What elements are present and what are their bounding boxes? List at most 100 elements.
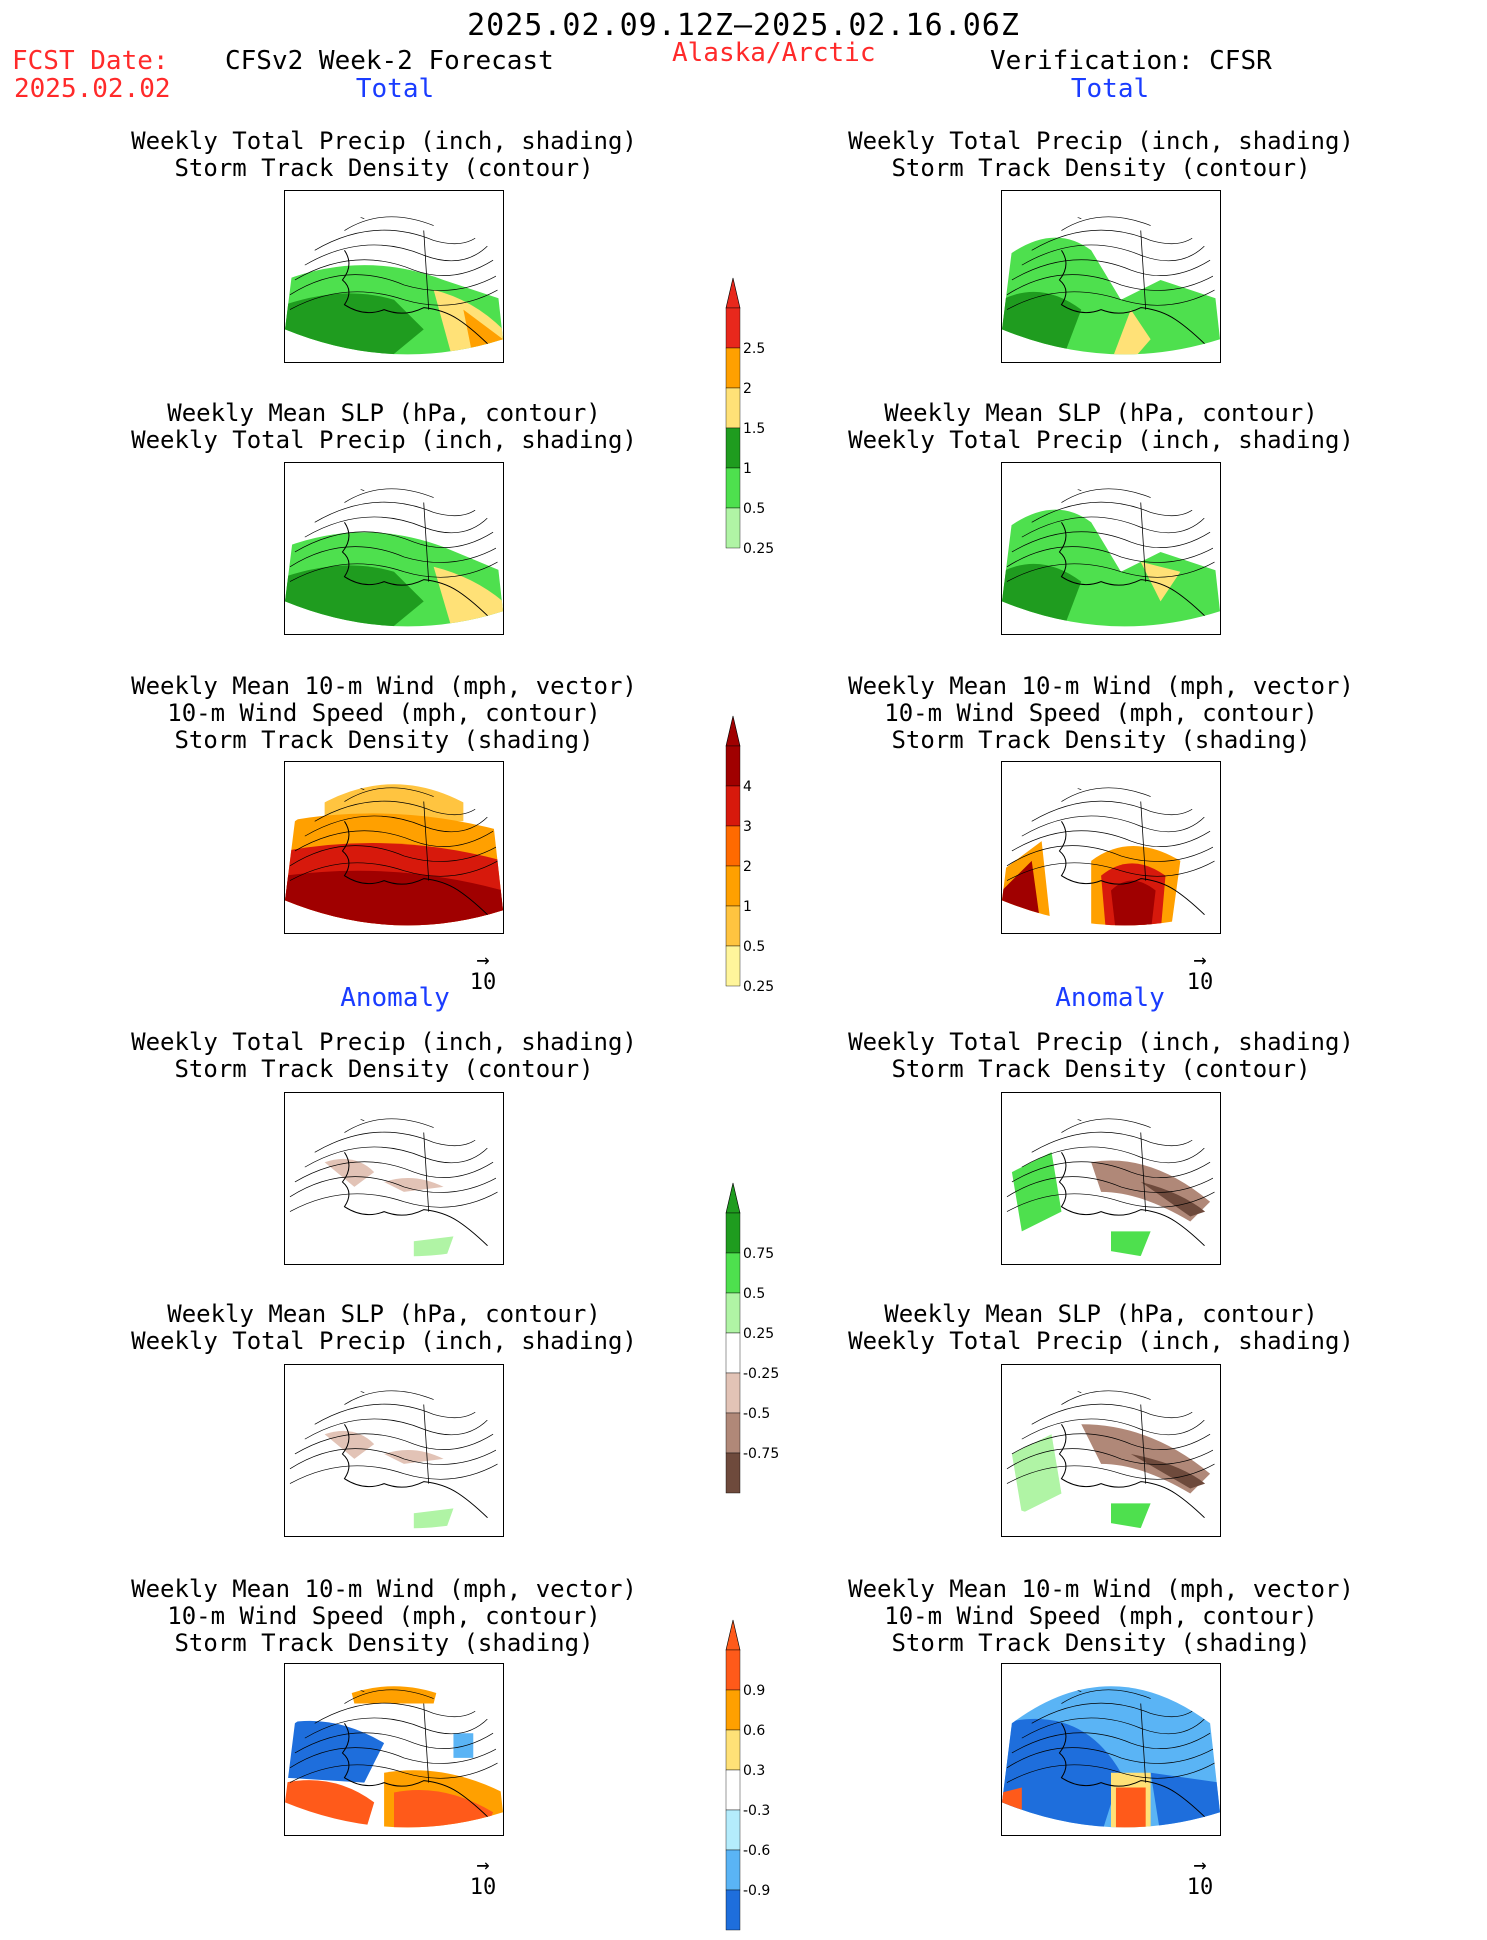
colorbar-tick-label: 0.75 [743,1246,774,1262]
map-total-wind-storm-verification [1001,761,1221,934]
colorbar-segment [725,785,741,827]
colorbar-segment [725,1889,741,1931]
colorbar-segment [725,1372,741,1414]
map-total-precip-storm-forecast [284,190,504,363]
colorbar-tick-label: 0.5 [743,1286,765,1302]
colorbar-tick-label: 0.25 [743,979,774,995]
date-range-title: 2025.02.09.12Z–2025.02.16.06Z [467,8,1020,43]
colorbar-segment [725,1649,741,1691]
map-anom-slp-precip-verification [1001,1364,1221,1537]
colorbar-segment [725,307,741,349]
panel-title-r1-right: Weekly Total Precip (inch, shading) Storm… [848,127,1354,182]
map-total-precip-storm-verification [1001,190,1221,363]
colorbar-storm-total: 4 3 2 1 0.5 0.25 [720,706,810,996]
colorbar-tick-label: 0.3 [743,1763,765,1779]
panel-title-r4-left: Weekly Total Precip (inch, shading) Storm… [131,1028,637,1083]
colorbar-segment [725,387,741,429]
colorbar-top-triangle [725,1619,741,1651]
colorbar-precip-anom: 0.75 0.5 0.25 -0.25 -0.5 -0.75 [720,1173,810,1503]
panel-title-r3-right: Weekly Mean 10-m Wind (mph, vector) 10-m … [848,672,1354,754]
colorbar-tick-label: 1.5 [743,421,765,437]
colorbar-tick-label: 0.25 [743,541,774,557]
panel-title-r6-right: Weekly Mean 10-m Wind (mph, vector) 10-m … [848,1575,1354,1657]
colorbar-segment [725,1769,741,1811]
map-anom-precip-storm-verification [1001,1092,1221,1265]
map-anom-precip-storm-forecast [284,1092,504,1265]
colorbar-svg: 0.9 0.6 0.3 -0.3 -0.6 -0.9 [725,1619,770,1931]
colorbar-segment [725,347,741,389]
verification-label: Verification: CFSR [990,46,1272,76]
section-total-left: Total [355,74,435,104]
vector-ref-r6-right: → 10 [1186,1853,1214,1901]
colorbar-segment [725,427,741,469]
map-total-slp-precip-forecast [284,462,504,635]
colorbar-tick-label: -0.9 [743,1883,770,1899]
map-total-wind-storm-forecast [284,761,504,934]
colorbar-segment [725,467,741,509]
section-anomaly-left: Anomaly [340,983,450,1013]
colorbar-segment [725,905,741,947]
colorbar-tick-label: -0.5 [743,1406,770,1422]
panel-title-r5-right: Weekly Mean SLP (hPa, contour) Weekly Tot… [848,1300,1354,1355]
colorbar-segment [725,1809,741,1851]
map-anom-wind-storm-verification [1001,1663,1221,1836]
colorbar-segment [725,1452,741,1494]
panel-title-r5-left: Weekly Mean SLP (hPa, contour) Weekly Tot… [131,1300,637,1355]
colorbar-tick-label: 2 [743,859,752,875]
fcst-date-value: 2025.02.02 [14,74,171,104]
colorbar-tick-label: 1 [743,899,752,915]
colorbar-segment [725,1689,741,1731]
colorbar-svg: 0.75 0.5 0.25 -0.25 -0.5 -0.75 [725,1182,779,1494]
fcst-date-label: FCST Date: [12,46,169,76]
colorbar-tick-label: 3 [743,819,752,835]
panel-title-r1-left: Weekly Total Precip (inch, shading) Storm… [131,127,637,182]
colorbar-tick-label: -0.25 [743,1366,779,1382]
colorbar-segment [725,507,741,549]
colorbar-segment [725,1849,741,1891]
model-label: CFSv2 Week-2 Forecast [225,46,554,76]
section-total-right: Total [1070,74,1150,104]
colorbar-top-triangle [725,1182,741,1214]
colorbar-segment [725,1332,741,1374]
vector-ref-r3-left: → 10 [469,948,497,996]
panel-title-r2-right: Weekly Mean SLP (hPa, contour) Weekly Tot… [848,399,1354,454]
colorbar-storm-anom: 0.9 0.6 0.3 -0.3 -0.6 -0.9 [720,1610,810,1940]
colorbar-precip-total: 2.5 2 1.5 1 0.5 0.25 [720,268,810,558]
colorbar-segment [725,1412,741,1454]
colorbar-tick-label: 0.5 [743,939,765,955]
colorbar-segment [725,825,741,867]
colorbar-tick-label: 2.5 [743,341,765,357]
vector-ref-r6-left: → 10 [469,1853,497,1901]
panel-title-r3-left: Weekly Mean 10-m Wind (mph, vector) 10-m … [131,672,637,754]
colorbar-segment [725,1729,741,1771]
map-anom-wind-storm-forecast [284,1663,504,1836]
map-total-slp-precip-verification [1001,462,1221,635]
colorbar-tick-label: 0.9 [743,1683,765,1699]
colorbar-tick-label: -0.75 [743,1446,779,1462]
vector-ref-r3-right: → 10 [1186,948,1214,996]
colorbar-tick-label: -0.3 [743,1803,770,1819]
colorbar-tick-label: -0.6 [743,1843,770,1859]
colorbar-tick-label: 0.6 [743,1723,765,1739]
panel-title-r2-left: Weekly Mean SLP (hPa, contour) Weekly Tot… [131,399,637,454]
colorbar-segment [725,745,741,787]
panel-title-r6-left: Weekly Mean 10-m Wind (mph, vector) 10-m … [131,1575,637,1657]
colorbar-segment [725,1292,741,1334]
colorbar-tick-label: 1 [743,461,752,477]
colorbar-segment [725,945,741,987]
colorbar-top-triangle [725,277,741,309]
panel-title-r4-right: Weekly Total Precip (inch, shading) Storm… [848,1028,1354,1083]
colorbar-svg: 2.5 2 1.5 1 0.5 0.25 [725,277,774,557]
colorbar-segment [725,1212,741,1254]
colorbar-tick-label: 2 [743,381,752,397]
colorbar-top-triangle [725,715,741,747]
section-anomaly-right: Anomaly [1055,983,1165,1013]
colorbar-svg: 4 3 2 1 0.5 0.25 [725,715,774,995]
colorbar-segment [725,865,741,907]
map-anom-slp-precip-forecast [284,1364,504,1537]
colorbar-tick-label: 0.5 [743,501,765,517]
colorbar-tick-label: 0.25 [743,1326,774,1342]
colorbar-segment [725,1252,741,1294]
colorbar-tick-label: 4 [743,779,752,795]
region-label: Alaska/Arctic [672,38,876,68]
